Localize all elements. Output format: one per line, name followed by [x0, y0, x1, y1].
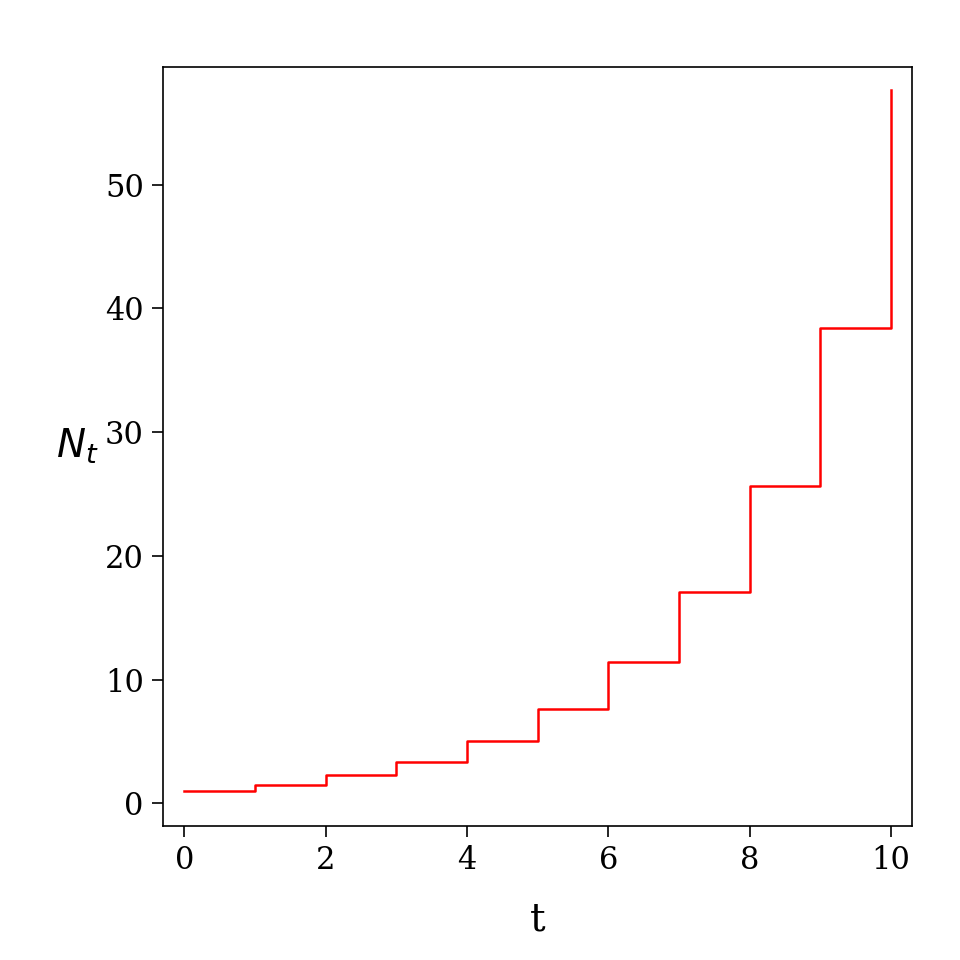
X-axis label: t: t [530, 901, 545, 938]
Y-axis label: $N_t$: $N_t$ [56, 427, 99, 466]
